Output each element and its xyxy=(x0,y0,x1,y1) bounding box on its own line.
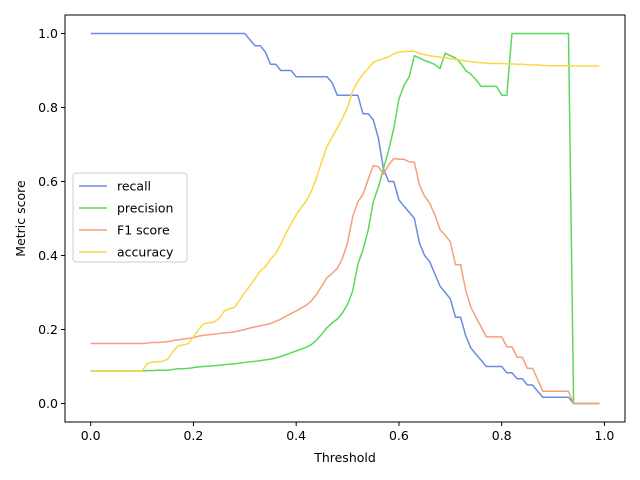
y-tick-label: 0.2 xyxy=(38,322,58,337)
y-axis-ticks: 0.0 0.2 0.4 0.6 0.8 1.0 xyxy=(38,26,65,411)
legend-label: recall xyxy=(117,179,151,194)
x-tick-label: 0.4 xyxy=(286,428,306,443)
legend-label: precision xyxy=(117,201,173,216)
legend: recall precision F1 score accuracy xyxy=(72,172,188,263)
x-tick-label: 1.0 xyxy=(595,428,615,443)
legend-box xyxy=(72,172,188,263)
legend-label: accuracy xyxy=(117,245,174,260)
x-axis-label: Threshold xyxy=(313,450,376,465)
plot-lines xyxy=(90,32,600,405)
axes-frame xyxy=(64,14,626,423)
series-line-accuracy xyxy=(90,50,600,372)
x-tick-label: 0.2 xyxy=(183,428,203,443)
x-tick-label: 0.0 xyxy=(81,428,101,443)
series-line-f1-score xyxy=(90,157,600,405)
series-line-precision xyxy=(90,32,600,405)
y-tick-label: 1.0 xyxy=(38,26,58,41)
y-axis-label: Metric score xyxy=(13,180,28,257)
y-tick-label: 0.8 xyxy=(38,100,58,115)
x-tick-label: 0.6 xyxy=(389,428,409,443)
x-tick-label: 0.8 xyxy=(492,428,512,443)
series-line-recall xyxy=(90,32,600,405)
y-tick-label: 0.0 xyxy=(38,396,58,411)
legend-label: F1 score xyxy=(117,223,170,238)
y-tick-label: 0.4 xyxy=(38,248,58,263)
x-axis-ticks: 0.0 0.2 0.4 0.6 0.8 1.0 xyxy=(81,422,615,443)
y-tick-label: 0.6 xyxy=(38,174,58,189)
